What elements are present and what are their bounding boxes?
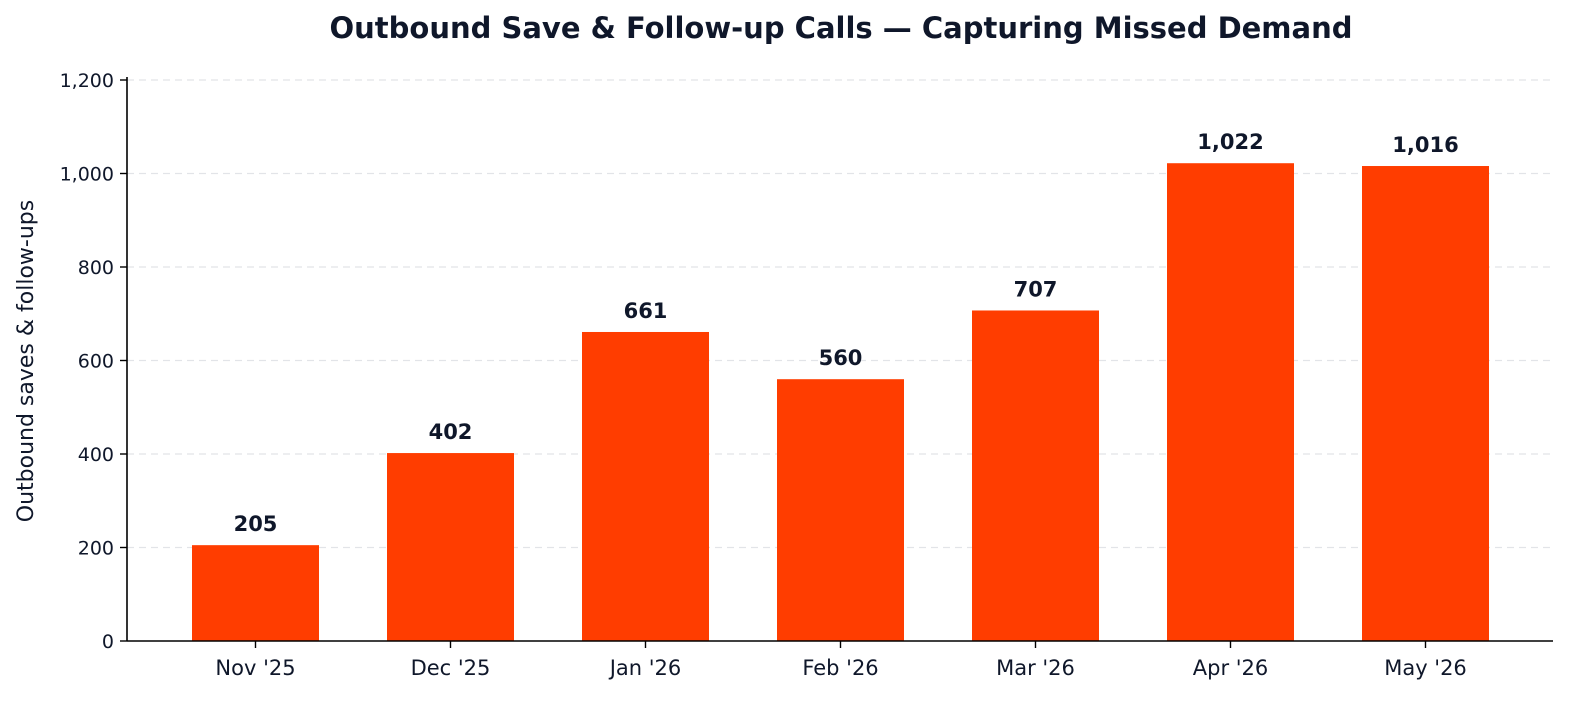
y-tick-label: 1,200 [60, 70, 114, 92]
x-tick-label: Mar '26 [996, 656, 1075, 680]
bar [192, 545, 319, 641]
x-tick-label: Dec '25 [411, 656, 491, 680]
y-tick-label: 1,000 [60, 164, 114, 186]
bar [972, 310, 1099, 641]
bar [582, 331, 709, 641]
bar [1362, 166, 1489, 641]
y-tick-label: 0 [102, 631, 114, 653]
x-tick-label: Jan '26 [608, 656, 682, 680]
y-tick-label: 800 [78, 257, 114, 279]
data-label: 661 [624, 299, 668, 323]
data-label: 1,022 [1197, 130, 1263, 154]
data-label: 707 [1014, 277, 1058, 301]
data-label: 205 [234, 512, 278, 536]
x-tick-label: Apr '26 [1193, 656, 1269, 680]
data-labels: 205 402 661 560 707 1,022 1,016 [234, 130, 1459, 536]
bar [777, 379, 904, 641]
y-tick-label: 400 [78, 444, 114, 466]
x-tick-label: May '26 [1384, 656, 1467, 680]
x-axis-ticks: Nov '25 Dec '25 Jan '26 Feb '26 Mar '26 Apr '… [215, 641, 1467, 680]
y-axis-ticks: 0 200 400 600 800 1,000 1,200 [60, 70, 127, 653]
x-tick-label: Nov '25 [215, 656, 295, 680]
data-label: 402 [429, 420, 473, 444]
data-label: 1,016 [1392, 133, 1458, 157]
bars [192, 163, 1489, 641]
bar [387, 453, 514, 641]
x-tick-label: Feb '26 [802, 656, 878, 680]
data-label: 560 [819, 346, 863, 370]
y-tick-label: 600 [78, 351, 114, 373]
chart-title: Outbound Save & Follow-up Calls — Captur… [329, 11, 1352, 45]
y-tick-label: 200 [78, 538, 114, 560]
bar [1167, 163, 1294, 641]
y-axis-label: Outbound saves & follow-ups [14, 200, 39, 522]
